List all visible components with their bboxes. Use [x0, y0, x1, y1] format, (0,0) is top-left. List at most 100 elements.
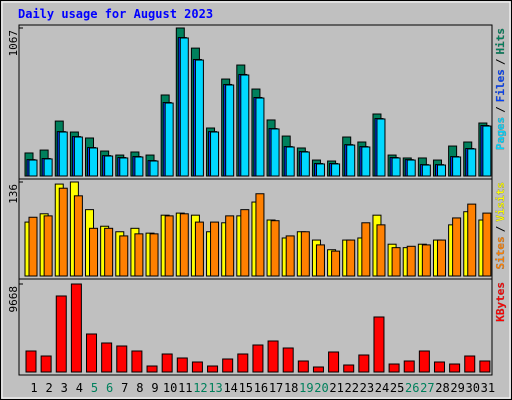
- x-tick-label: 30: [466, 381, 480, 395]
- legend: Sites / Visits: [494, 182, 507, 270]
- bar: [346, 239, 356, 277]
- bar: [70, 283, 82, 373]
- bar: [388, 363, 400, 373]
- bar: [467, 203, 477, 277]
- bar: [452, 156, 462, 177]
- bar: [194, 221, 204, 277]
- x-tick-label: 11: [178, 381, 192, 395]
- bar: [436, 239, 446, 277]
- bar: [161, 353, 173, 373]
- y-tick-label: 136: [7, 184, 20, 204]
- bar: [240, 74, 250, 177]
- bar: [149, 160, 159, 177]
- bar: [315, 163, 325, 177]
- legend: Pages / Files / Hits: [494, 28, 507, 150]
- legend-entry: Visits: [494, 182, 507, 222]
- bar: [482, 125, 492, 177]
- bar: [255, 193, 265, 277]
- bar: [104, 227, 114, 277]
- x-tick-label: 18: [284, 381, 298, 395]
- bar: [406, 245, 416, 277]
- x-tick-label: 4: [76, 381, 83, 395]
- bar: [89, 227, 99, 277]
- x-tick-label: 8: [136, 381, 143, 395]
- bar: [222, 358, 234, 373]
- bar: [255, 97, 265, 177]
- legend-separator: /: [494, 106, 507, 113]
- chart-title: Daily usage for August 2023: [18, 7, 213, 21]
- y-tick-label: 1067: [7, 30, 20, 57]
- x-tick-label: 19: [299, 381, 313, 395]
- bar: [86, 333, 98, 373]
- x-tick-label: 16: [254, 381, 268, 395]
- x-tick-label: 6: [106, 381, 113, 395]
- x-tick-label: 12: [193, 381, 207, 395]
- x-tick-label: 20: [314, 381, 328, 395]
- bar: [104, 155, 114, 177]
- bar: [361, 146, 371, 177]
- bar: [43, 158, 53, 177]
- bar: [225, 215, 235, 277]
- x-tick-label: 14: [223, 381, 237, 395]
- bar: [282, 347, 294, 373]
- bar: [176, 357, 188, 373]
- bar: [346, 144, 356, 177]
- bar: [270, 128, 280, 177]
- bar: [331, 163, 341, 177]
- bar: [164, 102, 174, 177]
- bar: [452, 217, 462, 277]
- bar: [358, 354, 370, 373]
- bar: [89, 147, 99, 177]
- x-tick-label: 27: [420, 381, 434, 395]
- x-tick-label: 29: [450, 381, 464, 395]
- bar: [210, 131, 220, 177]
- x-tick-label: 2: [46, 381, 53, 395]
- bar: [25, 350, 37, 373]
- x-tick-label: 5: [91, 381, 98, 395]
- legend-entry: Hits: [494, 28, 507, 55]
- bar: [421, 164, 431, 177]
- legend-entry: KBytes: [494, 282, 507, 322]
- bar: [58, 187, 68, 277]
- bar: [467, 148, 477, 177]
- bar: [237, 353, 249, 373]
- x-tick-label: 26: [405, 381, 419, 395]
- x-tick-label: 15: [239, 381, 253, 395]
- bar: [433, 361, 445, 373]
- bar: [285, 235, 295, 277]
- bar: [464, 355, 476, 373]
- bar: [270, 220, 280, 277]
- bar: [146, 365, 158, 373]
- legend-separator: /: [494, 58, 507, 65]
- x-tick-label: 25: [390, 381, 404, 395]
- bar: [101, 342, 113, 373]
- bar: [43, 215, 53, 277]
- x-tick-label: 31: [481, 381, 495, 395]
- bar: [315, 244, 325, 277]
- bar: [28, 216, 38, 277]
- y-tick-label: 9668: [7, 286, 20, 313]
- bar: [436, 164, 446, 177]
- bar: [391, 247, 401, 277]
- bar: [149, 233, 159, 277]
- bar: [73, 195, 83, 277]
- bar: [331, 250, 341, 277]
- x-tick-label: 24: [375, 381, 389, 395]
- bar: [119, 235, 129, 277]
- x-tick-label: 28: [435, 381, 449, 395]
- bar: [194, 59, 204, 177]
- bar: [300, 151, 310, 177]
- bar: [55, 295, 67, 373]
- x-tick-label: 21: [329, 381, 343, 395]
- bar: [403, 360, 415, 373]
- bar: [373, 316, 385, 373]
- x-tick-label: 17: [269, 381, 283, 395]
- bar: [312, 366, 324, 373]
- x-tick-label: 22: [344, 381, 358, 395]
- legend-entry: Pages: [494, 117, 507, 150]
- bar: [328, 351, 340, 373]
- bar: [361, 222, 371, 277]
- x-tick-label: 13: [208, 381, 222, 395]
